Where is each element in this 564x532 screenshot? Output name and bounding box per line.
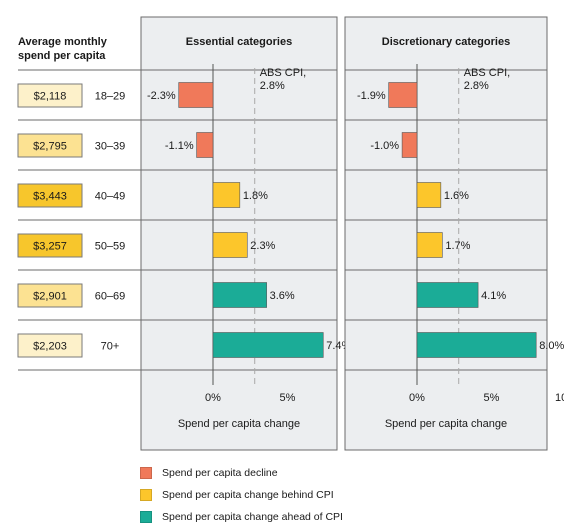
bar	[196, 132, 214, 158]
spend-value: $2,118	[34, 91, 67, 103]
age-label: 40–49	[95, 191, 126, 203]
panel-title: Essential categories	[186, 36, 292, 48]
spend-box	[17, 83, 83, 108]
spend-box	[17, 283, 83, 308]
bar	[178, 82, 214, 108]
spend-header-line2: spend per capita	[18, 50, 106, 62]
legend-item-behind: Spend per capita change behind CPI	[140, 488, 343, 502]
x-tick-label: 5%	[280, 392, 296, 404]
legend-swatch-ahead	[140, 511, 152, 523]
bar	[416, 332, 537, 358]
bar-value-label: -1.9%	[357, 90, 386, 102]
bar-value-label: 8.0%	[539, 340, 564, 352]
spend-value: $2,795	[33, 141, 67, 153]
spend-box	[17, 333, 83, 358]
bar	[416, 232, 443, 258]
spend-box	[17, 183, 83, 208]
age-label: 60–69	[95, 291, 126, 303]
bar-value-label: 1.8%	[243, 190, 268, 202]
age-label: 18–29	[95, 91, 126, 103]
x-tick-label: 5%	[484, 392, 500, 404]
bar	[388, 82, 418, 108]
spend-header-line1: Average monthly	[18, 36, 108, 48]
bar	[212, 282, 267, 308]
bar-value-label: -1.1%	[165, 140, 194, 152]
legend: Spend per capita decline Spend per capit…	[140, 466, 343, 532]
spend-value: $2,901	[33, 291, 67, 303]
legend-swatch-decline	[140, 467, 152, 479]
bar	[416, 282, 479, 308]
spend-box	[17, 233, 83, 258]
x-tick-label: 10%	[555, 392, 564, 404]
bar	[212, 332, 324, 358]
x-tick-label: 0%	[205, 392, 221, 404]
legend-label-behind: Spend per capita change behind CPI	[162, 489, 334, 501]
bar-value-label: 2.3%	[250, 240, 275, 252]
age-label: 50–59	[95, 241, 126, 253]
bar-value-label: -2.3%	[147, 90, 176, 102]
legend-swatch-behind	[140, 489, 152, 501]
panel-background	[344, 16, 548, 451]
age-label: 30–39	[95, 141, 126, 153]
legend-label-ahead: Spend per capita change ahead of CPI	[162, 511, 343, 523]
bar	[212, 232, 248, 258]
cpi-label-line1: ABS CPI,	[464, 67, 510, 79]
bar-value-label: 1.6%	[444, 190, 469, 202]
spend-value: $2,203	[33, 341, 67, 353]
panel-title: Discretionary categories	[382, 36, 510, 48]
x-axis-label: Spend per capita change	[178, 418, 300, 430]
bar	[212, 182, 241, 208]
x-axis-label: Spend per capita change	[385, 418, 507, 430]
spend-box	[17, 133, 83, 158]
cpi-label-line2: 2.8%	[464, 80, 489, 92]
bar	[416, 182, 442, 208]
bar	[401, 132, 418, 158]
legend-item-decline: Spend per capita decline	[140, 466, 343, 480]
cpi-label-line2: 2.8%	[260, 80, 285, 92]
bar-value-label: 3.6%	[270, 290, 295, 302]
cpi-label-line1: ABS CPI,	[260, 67, 306, 79]
legend-label-decline: Spend per capita decline	[162, 467, 278, 479]
bar-value-label: 1.7%	[445, 240, 470, 252]
bar-value-label: -1.0%	[370, 140, 399, 152]
bar-value-label: 4.1%	[481, 290, 506, 302]
spend-value: $3,443	[33, 191, 67, 203]
spend-value: $3,257	[33, 241, 67, 253]
x-tick-label: 0%	[409, 392, 425, 404]
legend-item-ahead: Spend per capita change ahead of CPI	[140, 510, 343, 524]
age-label: 70+	[101, 341, 120, 353]
